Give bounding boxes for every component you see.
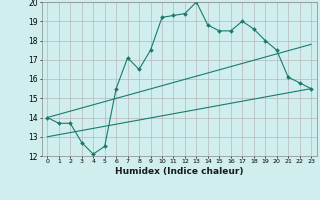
X-axis label: Humidex (Indice chaleur): Humidex (Indice chaleur) xyxy=(115,167,244,176)
